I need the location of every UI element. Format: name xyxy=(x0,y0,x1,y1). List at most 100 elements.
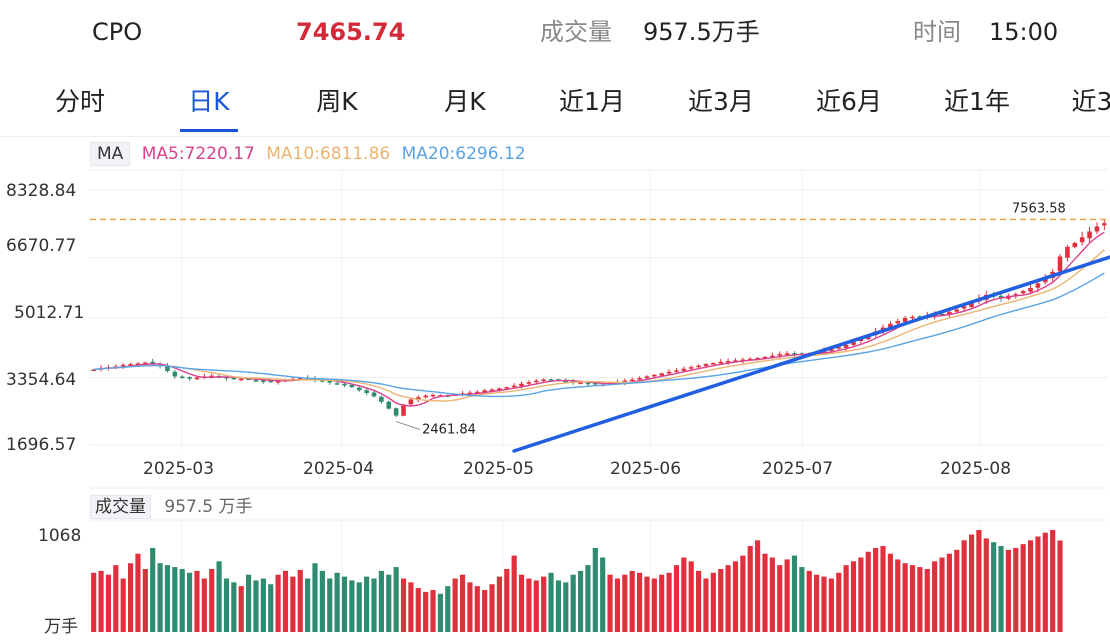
candle-body xyxy=(637,377,642,380)
volume-bar xyxy=(209,568,215,632)
tab-3-months[interactable]: 近3月 xyxy=(688,87,754,116)
volume-bar xyxy=(946,553,952,632)
volume-bar xyxy=(696,570,702,632)
volume-bar xyxy=(378,570,384,632)
candle-body xyxy=(777,354,783,356)
volume-bar xyxy=(201,578,207,632)
candle-body xyxy=(1013,294,1019,296)
volume-ymax-label: 1068 xyxy=(38,526,82,546)
volume-bar xyxy=(393,567,399,632)
volume-bar xyxy=(636,572,643,632)
tab-3-years[interactable]: 近3 xyxy=(1071,87,1110,116)
candle-body xyxy=(696,365,701,368)
volume-bar xyxy=(917,567,923,632)
volume-bar xyxy=(364,576,370,632)
tab-weekly-k[interactable]: 周K xyxy=(316,87,358,116)
candle-body xyxy=(275,381,281,383)
volume-bar xyxy=(755,540,761,632)
volume-bar xyxy=(297,569,303,632)
candle-body xyxy=(784,353,790,355)
volume-bar xyxy=(400,578,407,632)
volume-bars xyxy=(91,530,1063,632)
candle-body xyxy=(393,408,399,416)
volume-bar xyxy=(651,578,657,632)
ma5-value: MA5:7220.17 xyxy=(141,144,255,164)
candle-body xyxy=(297,377,303,380)
volume-bar xyxy=(1020,544,1026,632)
tab-daily-k[interactable]: 日K xyxy=(188,87,230,116)
volume-bar xyxy=(238,586,244,632)
volume-bar xyxy=(268,584,274,632)
volume-bar xyxy=(585,565,591,632)
tab-1-month[interactable]: 近1月 xyxy=(559,87,625,116)
volume-bar xyxy=(179,568,185,632)
volume-bar xyxy=(563,582,569,632)
volume-bar xyxy=(932,561,938,632)
volume-bar xyxy=(1027,540,1034,632)
candle-body xyxy=(829,349,834,351)
volume-bar xyxy=(725,565,731,632)
volume-bar xyxy=(142,568,148,632)
candle-body xyxy=(268,380,274,383)
tab-1-year[interactable]: 近1年 xyxy=(944,87,1010,116)
volume-bar xyxy=(836,572,842,632)
volume-bar xyxy=(253,580,259,632)
candle-body xyxy=(733,360,738,362)
candle-body xyxy=(770,355,775,358)
candle-body xyxy=(895,321,901,324)
candle-body xyxy=(474,391,480,394)
time-label: 时间 xyxy=(913,18,961,46)
volume-bar xyxy=(511,555,517,632)
volume-bar xyxy=(924,568,930,632)
candle-body xyxy=(755,357,760,360)
candle-body xyxy=(910,316,915,319)
volume-bar xyxy=(732,561,739,632)
candle-body xyxy=(364,390,369,393)
volume-bar xyxy=(341,576,348,632)
candle-body xyxy=(150,361,155,365)
candle-body xyxy=(423,395,428,398)
candle-body xyxy=(939,313,945,316)
candle-body xyxy=(548,379,554,381)
y-tick: 3354.64 xyxy=(6,370,77,390)
volume-bar xyxy=(452,578,458,632)
candle-body xyxy=(231,377,237,380)
volume-bar xyxy=(216,561,222,632)
volume-bar xyxy=(777,565,783,632)
volume-bar xyxy=(157,563,163,632)
volume-bar xyxy=(666,572,672,632)
volume-bar xyxy=(688,561,694,632)
candle-body xyxy=(497,388,502,391)
symbol-label: CPO xyxy=(92,18,143,46)
candle-body xyxy=(629,379,635,382)
y-tick: 6670.77 xyxy=(6,236,77,256)
candle-body xyxy=(1043,277,1048,283)
candle-body xyxy=(740,359,746,362)
volume-bar xyxy=(194,570,200,632)
tab-monthly-k[interactable]: 月K xyxy=(444,87,486,116)
volume-bar xyxy=(784,559,790,632)
volume-bar xyxy=(423,591,429,632)
volume-bar xyxy=(799,567,805,632)
tab-intraday[interactable]: 分时 xyxy=(54,87,106,116)
tab-6-months[interactable]: 近6月 xyxy=(816,87,882,116)
x-tick: 2025-08 xyxy=(940,459,1012,479)
volume-bar xyxy=(260,578,266,632)
volume-bar xyxy=(496,576,502,632)
candle-body xyxy=(172,371,178,377)
volume-bar xyxy=(548,572,554,632)
candle-body xyxy=(379,396,384,402)
volume-bar xyxy=(873,547,879,632)
candle-body xyxy=(688,367,694,369)
candle-body xyxy=(593,382,598,385)
volume-bar xyxy=(902,563,908,632)
candle-body xyxy=(467,392,473,395)
volume-bar xyxy=(91,572,97,632)
volume-tag[interactable]: 成交量 xyxy=(90,495,151,519)
volume-bar xyxy=(386,574,392,632)
volume-bar xyxy=(98,570,104,632)
volume-value: 957.5万手 xyxy=(643,18,760,46)
candle-body xyxy=(644,376,650,379)
ma-tag[interactable]: MA xyxy=(90,142,131,166)
